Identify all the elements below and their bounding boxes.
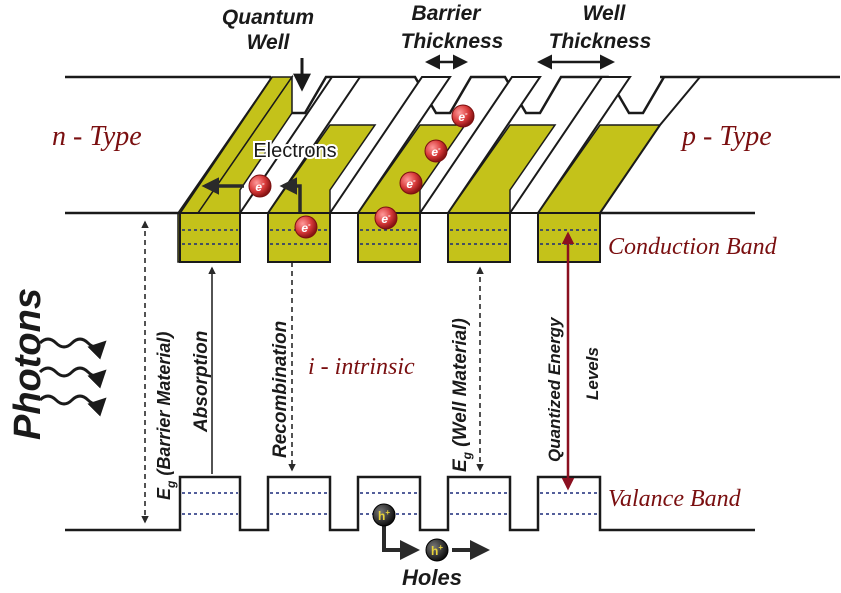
eg-well-label: Eg (Well Material) — [450, 318, 474, 472]
holes-label: Holes — [402, 565, 462, 590]
eg-barrier-label: Eg (Barrier Material) — [154, 332, 178, 500]
cb-left-slope — [179, 76, 273, 214]
svg-text:e-: e- — [255, 179, 265, 194]
svg-text:e-: e- — [431, 144, 441, 159]
cb-right-back — [599, 124, 661, 214]
quantum-well-label-line2: Well — [247, 31, 291, 54]
intrinsic-label: i - intrinsic — [308, 354, 415, 380]
valence-band — [65, 475, 755, 532]
valance-band-label: Valance Band — [608, 486, 742, 512]
vb-quantized-levels — [182, 492, 598, 515]
svg-text:e-: e- — [301, 220, 311, 235]
electron-particle: e- — [248, 174, 272, 198]
holes: h+ h+ — [372, 503, 449, 562]
quantized-levels-label-line1: Quantized Energy — [545, 316, 564, 462]
recombination-label: Recombination — [270, 321, 291, 458]
electron-particle: e- — [374, 206, 398, 230]
electron-particle: e- — [451, 104, 475, 128]
barrier-thickness-label-line1: Barrier — [412, 2, 483, 25]
well-thickness-label-line1: Well — [583, 2, 627, 25]
p-type-label: p - Type — [680, 121, 772, 152]
quantized-levels-label-line2: Levels — [583, 347, 602, 400]
photons-label: Photons — [7, 288, 49, 440]
barrier-slabs — [238, 76, 632, 214]
barrier-thickness-label-line2: Thickness — [401, 30, 504, 53]
svg-text:h+: h+ — [378, 508, 390, 523]
electron-particle: e- — [294, 215, 318, 239]
svg-text:h+: h+ — [431, 543, 443, 558]
cb-right-slope — [659, 76, 701, 126]
absorption-label: Absorption — [191, 331, 212, 433]
svg-text:e-: e- — [406, 176, 416, 191]
hole-particle: h+ — [425, 538, 449, 562]
n-type-label: n - Type — [52, 121, 142, 152]
svg-text:e-: e- — [458, 109, 468, 124]
well-thickness-label-line2: Thickness — [549, 30, 652, 53]
hole-particle: h+ — [372, 503, 396, 527]
cb-quantized-levels — [182, 229, 598, 245]
electron-particle: e- — [399, 171, 423, 195]
well-4 — [447, 124, 557, 263]
top-band-back-profile — [65, 75, 840, 115]
electron-particle: e- — [424, 139, 448, 163]
quantum-well-label-line1: Quantum — [222, 6, 314, 29]
electrons-label: Electrons — [253, 140, 336, 162]
conduction-band-label: Conduction Band — [608, 234, 778, 260]
arrows — [141, 54, 615, 560]
electrons: e- e- e- e- e- e- — [248, 104, 475, 239]
electron-hop-arrow — [279, 177, 302, 212]
photon-waves — [38, 337, 107, 417]
svg-text:e-: e- — [381, 211, 391, 226]
hole-hop-arrow — [382, 526, 420, 560]
